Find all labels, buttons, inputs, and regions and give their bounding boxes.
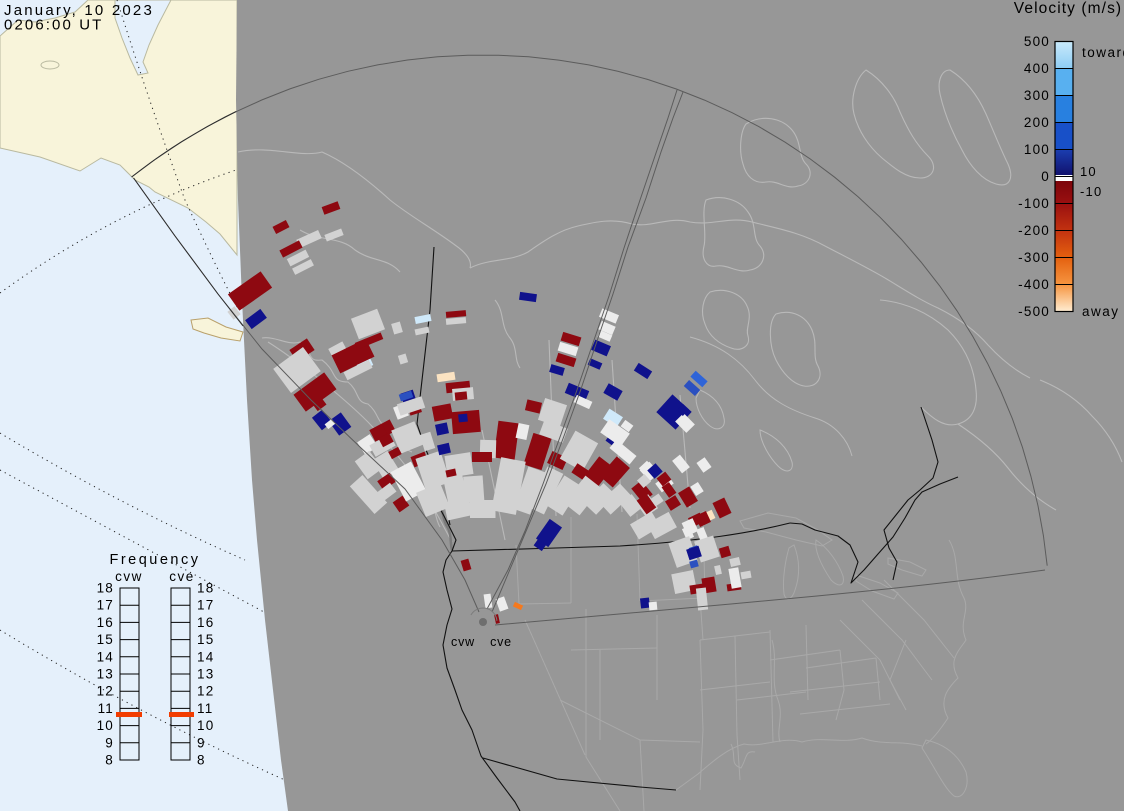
svg-text:500: 500 — [1024, 34, 1050, 49]
svg-text:12: 12 — [197, 684, 214, 699]
svg-text:17: 17 — [97, 598, 114, 613]
svg-text:100: 100 — [1024, 142, 1050, 157]
svg-text:14: 14 — [97, 649, 114, 664]
svg-text:13: 13 — [97, 667, 114, 682]
svg-text:15: 15 — [97, 632, 114, 647]
svg-text:13: 13 — [197, 667, 214, 682]
svg-text:-400: -400 — [1018, 277, 1050, 292]
svg-text:9: 9 — [105, 735, 114, 750]
svg-text:14: 14 — [197, 649, 214, 664]
svg-text:0206:00 UT: 0206:00 UT — [4, 17, 103, 34]
svg-text:17: 17 — [197, 598, 214, 613]
svg-text:16: 16 — [197, 615, 214, 630]
svg-text:11: 11 — [197, 701, 213, 716]
svg-text:-100: -100 — [1018, 196, 1050, 211]
svg-text:away: away — [1082, 304, 1120, 319]
svg-text:12: 12 — [97, 684, 114, 699]
svg-text:Frequency: Frequency — [109, 552, 200, 568]
svg-text:Velocity (m/s): Velocity (m/s) — [1014, 0, 1122, 17]
svg-text:cve: cve — [169, 569, 195, 584]
svg-text:10: 10 — [1080, 164, 1097, 179]
svg-text:cvw: cvw — [115, 569, 143, 584]
svg-text:-200: -200 — [1018, 223, 1050, 238]
svg-text:cvw: cvw — [451, 635, 475, 649]
svg-text:400: 400 — [1024, 61, 1050, 76]
svg-text:8: 8 — [105, 753, 114, 768]
svg-text:8: 8 — [197, 753, 206, 768]
svg-text:10: 10 — [197, 718, 214, 733]
svg-text:0: 0 — [1041, 169, 1050, 184]
svg-text:January, 10 2023: January, 10 2023 — [4, 2, 154, 19]
svg-text:200: 200 — [1024, 115, 1050, 130]
svg-text:18: 18 — [197, 581, 214, 596]
svg-text:9: 9 — [197, 735, 206, 750]
svg-text:cve: cve — [490, 635, 512, 649]
svg-text:10: 10 — [97, 718, 114, 733]
svg-text:-10: -10 — [1080, 184, 1102, 199]
svg-text:-500: -500 — [1018, 304, 1050, 319]
svg-text:11: 11 — [98, 701, 114, 716]
svg-text:300: 300 — [1024, 88, 1050, 103]
svg-text:-300: -300 — [1018, 250, 1050, 265]
svg-text:16: 16 — [97, 615, 114, 630]
svg-text:toward: toward — [1082, 45, 1124, 60]
svg-text:15: 15 — [197, 632, 214, 647]
svg-text:18: 18 — [97, 581, 114, 596]
